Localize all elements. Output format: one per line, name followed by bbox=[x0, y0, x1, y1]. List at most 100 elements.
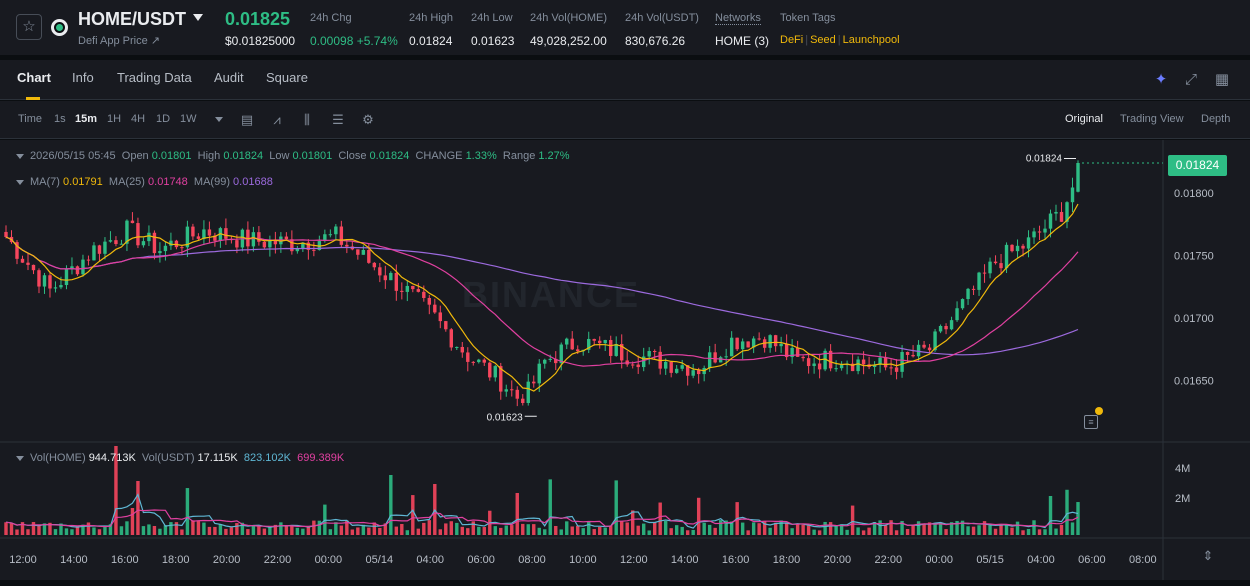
time-axis-tick: 10:00 bbox=[569, 554, 597, 566]
price-page-link[interactable]: Defi App Price ↗ bbox=[78, 35, 160, 47]
indicator-chart-icon[interactable]: ⩘ bbox=[273, 112, 281, 127]
ma99-value: 0.01688 bbox=[233, 176, 273, 188]
view-original[interactable]: Original bbox=[1065, 113, 1103, 125]
interval-1w[interactable]: 1W bbox=[180, 113, 197, 125]
interval-1h[interactable]: 1H bbox=[107, 113, 122, 125]
volume-bar bbox=[147, 524, 151, 535]
collapse-chevron-icon[interactable] bbox=[16, 455, 24, 461]
volume-bar bbox=[482, 527, 486, 535]
stat-label-networks[interactable]: Networks bbox=[715, 12, 761, 25]
interval-1s[interactable]: 1s bbox=[54, 113, 66, 125]
volume-bar bbox=[949, 522, 954, 535]
volume-bar bbox=[603, 527, 607, 535]
candle bbox=[532, 381, 536, 384]
tab-trading-data[interactable]: Trading Data bbox=[117, 70, 192, 85]
candle bbox=[4, 231, 8, 237]
interval-time[interactable]: Time bbox=[18, 113, 43, 125]
volume-bar bbox=[845, 529, 849, 535]
candle-type-icon[interactable]: ⫼ bbox=[304, 112, 310, 127]
candle bbox=[510, 389, 514, 391]
token-tag[interactable]: Launchpool bbox=[842, 34, 900, 46]
expand-icon[interactable]: ⤢ bbox=[1184, 71, 1197, 88]
favorite-star-icon[interactable]: ☆ bbox=[16, 14, 42, 40]
scroll-to-latest-icon[interactable]: ⇕ bbox=[1202, 548, 1214, 563]
volume-bar bbox=[922, 523, 926, 535]
volume-bar bbox=[614, 480, 618, 535]
candle bbox=[246, 229, 250, 247]
candle bbox=[136, 223, 140, 246]
candlestick-chart[interactable]: 0.01800 0.01750 0.01700 0.01650 4M 2M 12:00 14:… bbox=[0, 140, 1250, 580]
view-depth[interactable]: Depth bbox=[1201, 113, 1231, 125]
volume-ma-line bbox=[5, 509, 1079, 528]
ticker-header: ☆ HOME/USDT Defi App Price ↗ 0.01825 $0.… bbox=[0, 0, 1250, 56]
volume-bar bbox=[163, 525, 168, 535]
volume-bar bbox=[328, 529, 333, 535]
volume-bar bbox=[933, 522, 937, 535]
token-tag[interactable]: Seed bbox=[810, 34, 836, 46]
view-trading-view[interactable]: Trading View bbox=[1120, 113, 1184, 125]
candle bbox=[751, 338, 756, 348]
candle bbox=[999, 263, 1003, 269]
volume-bar bbox=[471, 521, 475, 535]
tab-info[interactable]: Info bbox=[72, 70, 94, 85]
chevron-down-icon[interactable] bbox=[193, 14, 203, 21]
candle bbox=[1004, 244, 1009, 269]
candle bbox=[757, 338, 761, 340]
stat-value-24h-change: 0.00098 +5.74% bbox=[310, 34, 398, 48]
candle bbox=[466, 352, 470, 362]
volume-bar bbox=[130, 508, 135, 535]
volume-bar bbox=[905, 528, 910, 535]
candle bbox=[218, 228, 223, 241]
pair-selector[interactable]: HOME/USDT bbox=[78, 9, 186, 29]
volume-bar bbox=[894, 530, 899, 535]
volume-bar bbox=[620, 521, 624, 535]
ma25-value: 0.01748 bbox=[148, 176, 188, 188]
settings-gear-icon[interactable]: ⚙ bbox=[362, 112, 374, 127]
collapse-chevron-icon[interactable] bbox=[16, 179, 24, 185]
candle bbox=[537, 363, 541, 384]
ai-sparkle-icon[interactable]: ✦ bbox=[1154, 71, 1168, 88]
volume-bar bbox=[174, 522, 179, 535]
candle bbox=[92, 245, 96, 261]
volume-bar bbox=[207, 526, 212, 535]
volume-bar bbox=[301, 528, 305, 535]
stat-label-24h-change: 24h Chg bbox=[310, 12, 352, 24]
interval-1d[interactable]: 1D bbox=[156, 113, 171, 125]
chart-settings-icon[interactable]: ☰ bbox=[332, 112, 344, 127]
candle bbox=[114, 240, 118, 245]
note-icon[interactable]: ≡ bbox=[1084, 415, 1098, 429]
ma-legend: MA(7) 0.01791 MA(25) 0.01748 MA(99) 0.01… bbox=[16, 176, 273, 188]
volume-bar bbox=[861, 530, 866, 535]
calendar-icon[interactable]: ▤ bbox=[240, 112, 254, 127]
candle bbox=[455, 346, 459, 348]
candle bbox=[746, 341, 750, 348]
candle bbox=[515, 389, 519, 399]
candle bbox=[663, 361, 668, 369]
volume-bar bbox=[1021, 530, 1025, 535]
candle bbox=[916, 344, 921, 357]
volume-bar bbox=[559, 529, 563, 535]
layout-grid-icon[interactable]: ▦ bbox=[1214, 71, 1230, 88]
volume-bar bbox=[1059, 524, 1064, 535]
interval-4h[interactable]: 4H bbox=[131, 113, 146, 125]
candle bbox=[674, 368, 679, 373]
candle bbox=[504, 389, 508, 392]
tab-chart[interactable]: Chart bbox=[17, 70, 51, 85]
time-axis-tick: 18:00 bbox=[162, 554, 190, 566]
interval-15m[interactable]: 15m bbox=[75, 113, 98, 125]
time-axis-tick: 22:00 bbox=[875, 554, 903, 566]
stat-value-networks[interactable]: HOME (3) bbox=[715, 34, 769, 48]
candle bbox=[609, 339, 613, 356]
vol-home-label: Vol(HOME) bbox=[30, 452, 86, 464]
candle bbox=[224, 228, 228, 239]
chart-area[interactable]: BINANCE 0.01800 0.01750 0.01700 0.01650 4M 2M… bbox=[0, 140, 1250, 580]
collapse-chevron-icon[interactable] bbox=[16, 153, 24, 159]
volume-bar bbox=[295, 527, 300, 535]
volume-bar bbox=[746, 530, 750, 535]
token-tag[interactable]: DeFi bbox=[780, 34, 804, 46]
interval-more-chevron-icon[interactable] bbox=[215, 117, 223, 122]
volume-bar bbox=[20, 522, 25, 535]
tab-audit[interactable]: Audit bbox=[214, 70, 244, 85]
volume-bar bbox=[977, 525, 981, 535]
tab-square[interactable]: Square bbox=[266, 70, 308, 85]
